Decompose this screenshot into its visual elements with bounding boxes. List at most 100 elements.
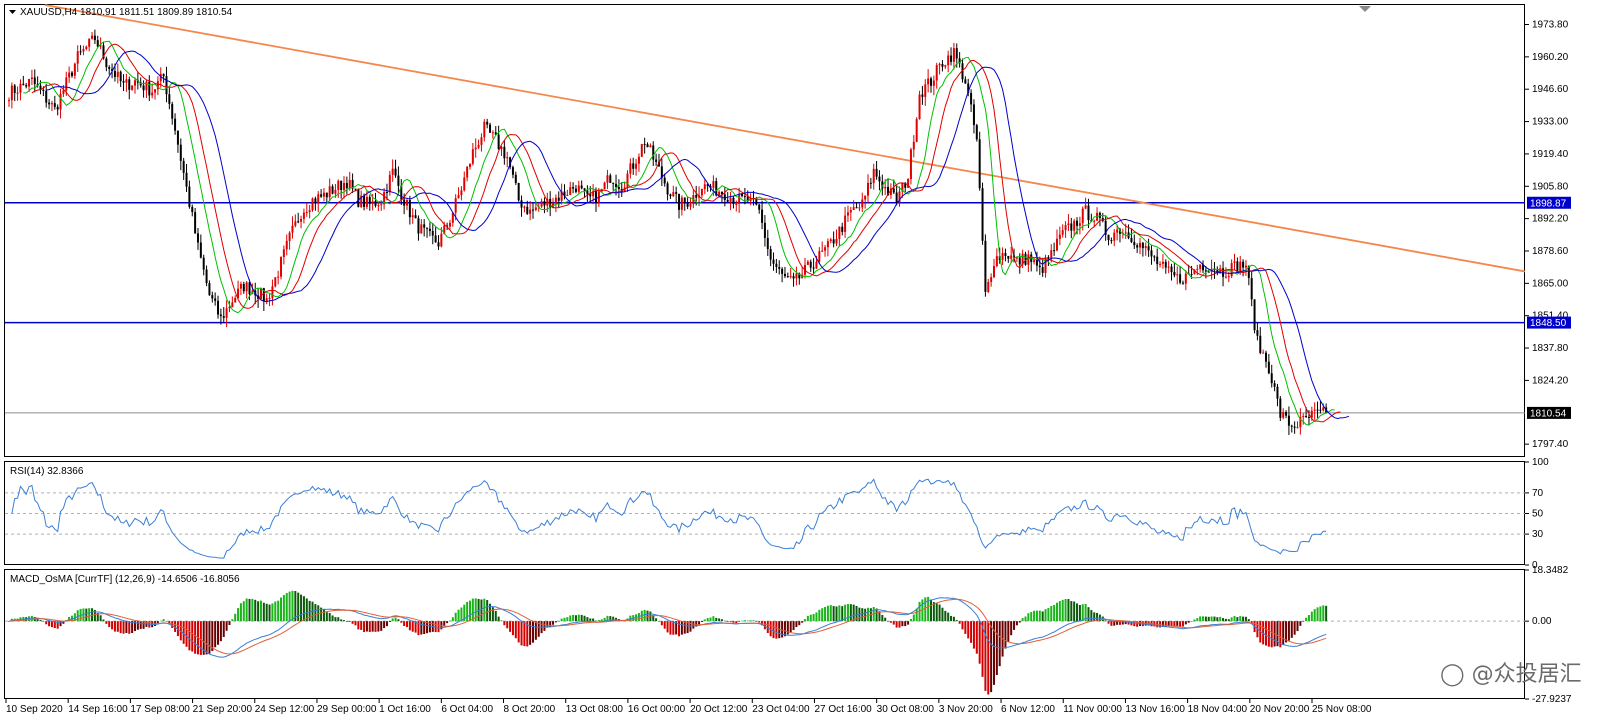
time-axis-label: 11 Nov 00:00: [1063, 704, 1122, 715]
candle-body: [334, 189, 337, 194]
osma-bar: [360, 621, 363, 630]
candle-body: [869, 182, 872, 184]
dropdown-arrow-icon[interactable]: [9, 10, 16, 14]
osma-bar: [772, 621, 775, 639]
osma-bar: [844, 604, 847, 622]
osma-bar: [380, 621, 383, 631]
osma-bar: [941, 607, 944, 622]
candle-body: [282, 249, 285, 258]
candle-body: [1193, 269, 1196, 275]
osma-bar: [666, 621, 669, 633]
candle-body: [892, 188, 895, 193]
osma-bar: [1161, 621, 1164, 627]
candle-body: [629, 163, 632, 174]
candle-body: [924, 84, 927, 97]
osma-bar: [743, 620, 746, 622]
osma-bar: [1035, 610, 1038, 622]
osma-bar: [798, 621, 801, 626]
chart-shift-marker-icon[interactable]: [1359, 6, 1371, 12]
candle-body: [712, 181, 715, 188]
macd-axis-label: 0.00: [1532, 616, 1552, 627]
rsi-header: RSI(14) 32.8366: [10, 466, 84, 477]
candle-body: [168, 94, 171, 104]
candle-body: [615, 183, 618, 188]
osma-bar: [792, 621, 795, 631]
osma-bar: [494, 610, 497, 622]
candle-body: [122, 81, 125, 83]
osma-bar: [391, 618, 394, 622]
candle-body: [927, 78, 930, 85]
candle-body: [789, 276, 792, 278]
osma-bar: [1070, 601, 1073, 622]
osma-bar: [88, 608, 91, 622]
candle-body: [1184, 273, 1187, 284]
candle-body: [56, 106, 59, 110]
osma-bar: [1216, 617, 1219, 622]
candle-body: [703, 184, 706, 190]
osma-bar: [898, 621, 901, 628]
osma-bar: [861, 608, 864, 622]
osma-bar: [351, 621, 354, 624]
osma-bar: [99, 615, 102, 622]
osma-bar: [1227, 619, 1230, 622]
osma-bar: [171, 621, 174, 628]
osma-bar: [363, 621, 366, 633]
candle-body: [540, 201, 543, 207]
rsi-layer: [5, 478, 1525, 559]
osma-bar: [85, 608, 88, 622]
candle-body: [1078, 223, 1081, 226]
osma-bar: [514, 621, 517, 639]
osma-bar: [1030, 612, 1033, 622]
candle-body: [448, 222, 451, 227]
candle-body: [463, 177, 466, 191]
osma-bar: [483, 598, 486, 622]
candle-body: [19, 83, 22, 93]
osma-bar: [698, 621, 701, 625]
osma-bar: [285, 593, 288, 622]
osma-bar: [277, 600, 280, 622]
osma-bar: [1173, 621, 1176, 627]
osma-bar: [912, 614, 915, 622]
candle-body: [726, 200, 729, 202]
candle-body: [898, 191, 901, 203]
candle-body: [1224, 276, 1227, 278]
osma-bar: [1033, 610, 1036, 622]
candle-body: [162, 73, 165, 77]
osma-bar: [394, 617, 397, 622]
candle-body: [838, 226, 841, 239]
candle-body: [549, 198, 552, 209]
candle-body: [824, 247, 827, 251]
osma-bar: [337, 617, 340, 622]
osma-bar: [1004, 621, 1007, 649]
candle-body: [889, 188, 892, 195]
osma-bar: [1244, 616, 1247, 622]
candle-body: [806, 261, 809, 265]
candle-body: [102, 45, 105, 59]
osma-bar: [729, 621, 732, 622]
candle-body: [1276, 386, 1279, 399]
osma-bar: [1307, 615, 1310, 622]
osma-bar: [778, 621, 781, 639]
candle-body: [196, 233, 199, 243]
osma-bar: [1038, 610, 1041, 622]
osma-bar: [1202, 616, 1205, 622]
osma-bar: [1167, 621, 1170, 627]
candle-body: [987, 281, 990, 292]
candle-body: [672, 192, 675, 197]
candle-body: [1058, 234, 1061, 239]
osma-bar: [981, 621, 984, 677]
candle-body: [10, 85, 13, 101]
osma-bar: [93, 609, 96, 622]
osma-bar: [970, 621, 973, 643]
candle-body: [1253, 299, 1256, 331]
watermark-text: 众投居汇: [1493, 662, 1582, 687]
osma-bar: [159, 620, 162, 622]
candle-body: [666, 183, 669, 195]
candle-body: [1150, 250, 1153, 257]
candle-body: [62, 90, 65, 94]
osma-bar: [929, 599, 932, 622]
osma-bar: [606, 615, 609, 622]
rsi-line: [11, 478, 1327, 559]
rsi-axis-label: 100: [1532, 457, 1549, 468]
